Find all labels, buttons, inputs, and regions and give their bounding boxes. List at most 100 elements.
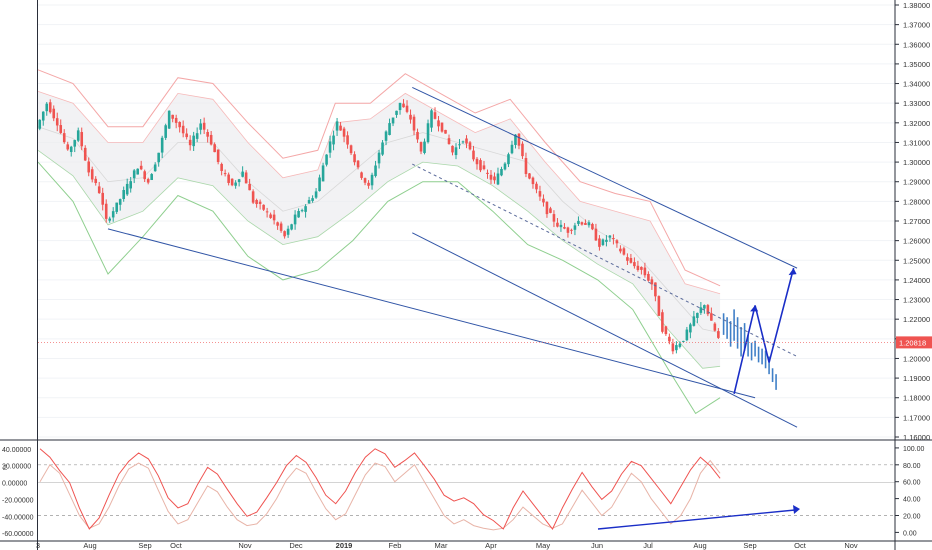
candle-body (489, 174, 493, 180)
price-tick-label: 1.37000 (903, 21, 930, 30)
price-tick-label: 1.24000 (903, 276, 930, 285)
candle-body (367, 182, 370, 186)
oscillator-right-tick-label: 0.00 (903, 530, 917, 537)
candle-body (647, 273, 650, 281)
candle-body (118, 199, 122, 205)
candle-body (132, 170, 136, 179)
candle-body (216, 149, 220, 163)
candle-body (598, 238, 601, 247)
time-tick-label: Oct (170, 541, 183, 550)
candle-body (223, 173, 227, 175)
forecast-arrowhead (788, 268, 797, 276)
price-tick-label: 1.22000 (903, 315, 930, 324)
price-axis[interactable]: 1.38000 1.37000 1.36000 1.35000 1.34000 1.330… (895, 1, 932, 442)
candle-body (339, 125, 342, 131)
time-axis[interactable]: 3AugSepOctNovDec2019FebMarAprMayJunJulAu… (36, 541, 858, 550)
candle-body (475, 158, 479, 165)
candle-body (269, 214, 272, 218)
candle-body (153, 164, 157, 172)
oscillator-left-tick-label: -40.00000 (2, 514, 34, 521)
candle-body (101, 192, 105, 205)
price-tick-label: 1.27000 (903, 217, 930, 226)
candle-body (265, 211, 269, 213)
upper-inner-band (37, 91, 721, 295)
price-tick-label: 1.34000 (903, 80, 930, 89)
current-price-label: 1.20818 (899, 338, 926, 347)
oscillator-series-1 (39, 448, 721, 530)
price-tick-label: 1.31000 (903, 138, 930, 147)
candle-body (643, 267, 647, 276)
candle-body (689, 324, 692, 333)
candle-body (146, 179, 150, 183)
candle-body (678, 343, 682, 347)
candle-body (664, 326, 668, 335)
oscillator-right-tick-label: 100.00 (903, 446, 925, 453)
candle-body (668, 336, 671, 342)
candle-body (94, 178, 98, 184)
candle-body (622, 248, 626, 255)
candle-body (535, 183, 538, 190)
candle-body (423, 141, 426, 153)
time-tick-label: Jul (643, 541, 653, 550)
candle-body (573, 225, 577, 230)
candle-body (699, 307, 703, 313)
candle-body (321, 165, 325, 182)
candle-body (521, 143, 524, 157)
candle-body (479, 160, 482, 171)
candle-body (605, 239, 608, 242)
time-tick-label: Sep (743, 541, 756, 550)
price-tick-label: 1.26000 (903, 237, 930, 246)
candle-body (549, 208, 552, 213)
candle-body (409, 114, 412, 120)
candle-body (636, 265, 640, 270)
price-tick-label: 1.18000 (903, 394, 930, 403)
price-tick-label: 1.25000 (903, 256, 930, 265)
candle-body (395, 110, 398, 115)
candle-body (717, 331, 720, 338)
candle-body (587, 222, 591, 226)
upper-outer-band (37, 69, 721, 287)
candle-body (69, 146, 73, 152)
candle-body (430, 110, 433, 128)
time-tick-label: Nov (844, 541, 858, 550)
candle-body (360, 172, 363, 178)
candle-body (38, 119, 42, 129)
candle-body (248, 183, 251, 191)
candle-body (62, 133, 66, 143)
candle-body (206, 132, 209, 137)
time-tick-label: Apr (485, 541, 497, 550)
candle-body (398, 102, 402, 111)
candle-body (202, 122, 206, 130)
candle-body (619, 248, 622, 252)
candle-body (493, 176, 496, 181)
time-tick-label: Dec (289, 541, 303, 550)
candle-body (181, 125, 185, 134)
oscillator-left-tick-label: 0.00000 (2, 481, 27, 488)
price-tick-label: 1.28000 (903, 197, 930, 206)
forecast-arrowhead (750, 305, 759, 312)
candle-body (384, 131, 388, 141)
candle-body (174, 117, 178, 123)
candle-body (290, 224, 293, 230)
candle-body (675, 345, 678, 351)
candle-body (391, 117, 395, 124)
candle-body (468, 142, 472, 150)
price-gridlines (38, 4, 895, 438)
candle-body (524, 158, 528, 174)
candle-body (692, 316, 696, 326)
candle-body (307, 200, 311, 204)
candle-body (671, 343, 675, 352)
oscillator-panel-label: Z (3, 465, 8, 472)
candle-body (199, 123, 202, 130)
candle-body (496, 173, 500, 185)
candle-body (629, 258, 633, 263)
price-tick-label: 1.23000 (903, 296, 930, 305)
candle-body (314, 191, 318, 198)
candle-body (332, 135, 335, 145)
candle-body (556, 222, 559, 227)
candle-body (601, 239, 605, 245)
candle-body (517, 133, 521, 146)
time-tick-label: Mar (435, 541, 448, 550)
candle-body (388, 123, 391, 135)
oscillator-left-tick-label: 40.00000 (2, 447, 31, 454)
